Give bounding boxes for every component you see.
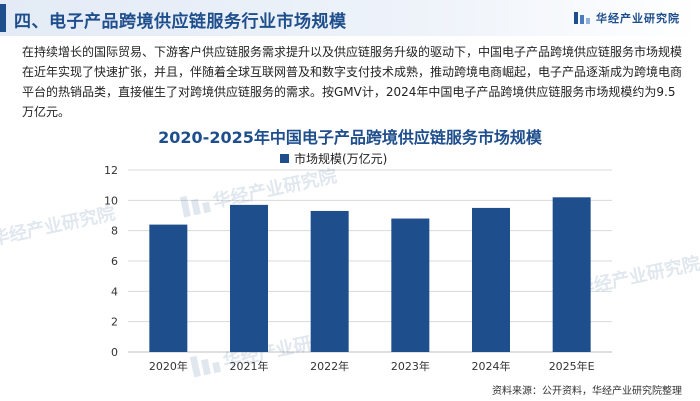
intro-paragraph: 在持续增长的国际贸易、下游客户供应链服务需求提升以及供应链服务升级的驱动下，中国… (22, 45, 683, 119)
section-title: 四、电子产品跨境供应链服务行业市场规模 (14, 12, 347, 32)
brand-name: 华经产业研究院 (596, 12, 680, 25)
source-note: 资料来源：公开资料，华经产业研究院整理 (492, 386, 682, 397)
bar (552, 197, 591, 352)
bar (391, 218, 430, 352)
y-tick-label: 4 (111, 285, 118, 298)
chart-title: 2020-2025年中国电子产品跨境供应链服务市场规模 (158, 128, 542, 147)
legend-label: 市场规模(万亿元) (294, 152, 388, 166)
section-header: 四、电子产品跨境供应链服务行业市场规模 华经产业研究院 (0, 0, 700, 36)
y-tick-label: 8 (111, 225, 118, 238)
x-tick-label: 2022年 (310, 359, 349, 373)
x-tick-label: 2024年 (472, 359, 511, 373)
y-tick-label: 2 (111, 316, 118, 329)
x-tick-label: 2021年 (230, 359, 269, 373)
x-tick-label: 2025年E (549, 359, 595, 373)
x-tick-label: 2020年 (149, 359, 188, 373)
chart-legend: 市场规模(万亿元) (280, 150, 387, 167)
bar (149, 224, 188, 352)
y-tick-label: 10 (104, 194, 118, 207)
x-tick-label: 2023年 (391, 359, 430, 373)
y-tick-label: 6 (111, 255, 118, 268)
header-accent-bar (0, 4, 6, 32)
y-tick-label: 0 (111, 346, 118, 359)
brand-logo-icon (574, 12, 590, 24)
bar (230, 204, 268, 352)
legend-swatch (280, 154, 289, 163)
brand: 华经产业研究院 (574, 10, 680, 26)
bar (310, 210, 349, 352)
y-tick-label: 12 (104, 164, 118, 177)
bar (472, 207, 510, 352)
